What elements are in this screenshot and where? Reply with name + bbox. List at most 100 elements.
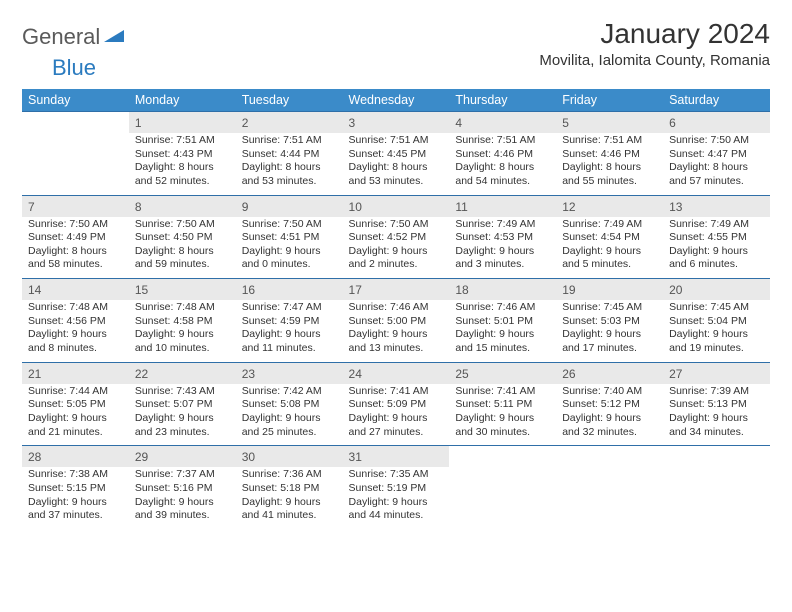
day-detail-cell: Sunrise: 7:46 AMSunset: 5:01 PMDaylight:… — [449, 300, 556, 362]
week-detail-row: Sunrise: 7:48 AMSunset: 4:56 PMDaylight:… — [22, 300, 770, 362]
day-number-cell: 14 — [22, 279, 129, 301]
day-number-cell: 2 — [236, 112, 343, 134]
logo-word1: General — [22, 24, 100, 50]
day-number: 10 — [349, 200, 362, 214]
day-number: 1 — [135, 116, 142, 130]
day-number-cell — [449, 446, 556, 468]
header-monday: Monday — [129, 89, 236, 112]
day-detail-cell: Sunrise: 7:47 AMSunset: 4:59 PMDaylight:… — [236, 300, 343, 362]
day-detail-cell: Sunrise: 7:46 AMSunset: 5:00 PMDaylight:… — [343, 300, 450, 362]
day-detail-cell: Sunrise: 7:48 AMSunset: 4:56 PMDaylight:… — [22, 300, 129, 362]
week-number-row: 28 29 30 31 — [22, 446, 770, 468]
day-number: 2 — [242, 116, 249, 130]
day-detail-cell — [556, 467, 663, 529]
day-number: 12 — [562, 200, 575, 214]
day-number: 3 — [349, 116, 356, 130]
day-detail-cell — [22, 133, 129, 195]
week-number-row: 14 15 16 17 18 19 20 — [22, 279, 770, 301]
logo-triangle-icon — [104, 28, 124, 47]
day-number-cell — [663, 446, 770, 468]
day-number-cell: 21 — [22, 362, 129, 384]
day-detail-cell: Sunrise: 7:41 AMSunset: 5:11 PMDaylight:… — [449, 384, 556, 446]
header-thursday: Thursday — [449, 89, 556, 112]
day-number-cell: 31 — [343, 446, 450, 468]
day-number: 20 — [669, 283, 682, 297]
location-label: Movilita, Ialomita County, Romania — [539, 52, 770, 69]
day-detail-cell: Sunrise: 7:49 AMSunset: 4:54 PMDaylight:… — [556, 217, 663, 279]
week-detail-row: Sunrise: 7:51 AMSunset: 4:43 PMDaylight:… — [22, 133, 770, 195]
day-number: 15 — [135, 283, 148, 297]
calendar-body: 123456Sunrise: 7:51 AMSunset: 4:43 PMDay… — [22, 112, 770, 529]
day-detail-cell: Sunrise: 7:35 AMSunset: 5:19 PMDaylight:… — [343, 467, 450, 529]
calendar-page: General January 2024 Movilita, Ialomita … — [0, 0, 792, 547]
day-detail-cell: Sunrise: 7:49 AMSunset: 4:55 PMDaylight:… — [663, 217, 770, 279]
day-number: 9 — [242, 200, 249, 214]
month-title: January 2024 — [539, 18, 770, 50]
day-detail-cell: Sunrise: 7:44 AMSunset: 5:05 PMDaylight:… — [22, 384, 129, 446]
day-number: 14 — [28, 283, 41, 297]
day-number-cell: 28 — [22, 446, 129, 468]
day-number: 11 — [455, 200, 467, 214]
day-number: 7 — [28, 200, 35, 214]
day-number-cell: 17 — [343, 279, 450, 301]
day-number: 18 — [455, 283, 468, 297]
day-detail-cell — [663, 467, 770, 529]
day-number: 4 — [455, 116, 462, 130]
day-number-cell: 23 — [236, 362, 343, 384]
day-number: 31 — [349, 450, 362, 464]
day-detail-cell: Sunrise: 7:48 AMSunset: 4:58 PMDaylight:… — [129, 300, 236, 362]
day-number-cell: 4 — [449, 112, 556, 134]
day-number-cell: 9 — [236, 195, 343, 217]
week-detail-row: Sunrise: 7:50 AMSunset: 4:49 PMDaylight:… — [22, 217, 770, 279]
day-detail-cell: Sunrise: 7:37 AMSunset: 5:16 PMDaylight:… — [129, 467, 236, 529]
day-detail-cell: Sunrise: 7:51 AMSunset: 4:44 PMDaylight:… — [236, 133, 343, 195]
week-number-row: 7 8 9 10 11 12 13 — [22, 195, 770, 217]
day-number-cell: 27 — [663, 362, 770, 384]
day-detail-cell: Sunrise: 7:41 AMSunset: 5:09 PMDaylight:… — [343, 384, 450, 446]
day-number-cell: 30 — [236, 446, 343, 468]
day-number: 27 — [669, 367, 682, 381]
day-number-cell: 18 — [449, 279, 556, 301]
day-number-cell — [22, 112, 129, 134]
day-number: 8 — [135, 200, 142, 214]
day-detail-cell: Sunrise: 7:43 AMSunset: 5:07 PMDaylight:… — [129, 384, 236, 446]
day-number: 21 — [28, 367, 41, 381]
day-detail-cell: Sunrise: 7:51 AMSunset: 4:43 PMDaylight:… — [129, 133, 236, 195]
day-detail-cell: Sunrise: 7:49 AMSunset: 4:53 PMDaylight:… — [449, 217, 556, 279]
day-detail-cell: Sunrise: 7:50 AMSunset: 4:50 PMDaylight:… — [129, 217, 236, 279]
header-saturday: Saturday — [663, 89, 770, 112]
calendar-table: Sunday Monday Tuesday Wednesday Thursday… — [22, 89, 770, 529]
day-number-cell: 13 — [663, 195, 770, 217]
day-detail-cell: Sunrise: 7:42 AMSunset: 5:08 PMDaylight:… — [236, 384, 343, 446]
day-detail-cell: Sunrise: 7:50 AMSunset: 4:51 PMDaylight:… — [236, 217, 343, 279]
day-number: 17 — [349, 283, 362, 297]
header-wednesday: Wednesday — [343, 89, 450, 112]
day-number: 6 — [669, 116, 676, 130]
day-number-cell: 11 — [449, 195, 556, 217]
day-number-cell: 5 — [556, 112, 663, 134]
day-number: 23 — [242, 367, 255, 381]
day-detail-cell: Sunrise: 7:45 AMSunset: 5:04 PMDaylight:… — [663, 300, 770, 362]
day-detail-cell: Sunrise: 7:40 AMSunset: 5:12 PMDaylight:… — [556, 384, 663, 446]
header-sunday: Sunday — [22, 89, 129, 112]
day-number-cell: 24 — [343, 362, 450, 384]
day-detail-cell: Sunrise: 7:50 AMSunset: 4:52 PMDaylight:… — [343, 217, 450, 279]
week-detail-row: Sunrise: 7:38 AMSunset: 5:15 PMDaylight:… — [22, 467, 770, 529]
day-detail-cell: Sunrise: 7:38 AMSunset: 5:15 PMDaylight:… — [22, 467, 129, 529]
day-number: 30 — [242, 450, 255, 464]
day-number-cell: 7 — [22, 195, 129, 217]
day-number: 26 — [562, 367, 575, 381]
day-number-cell: 16 — [236, 279, 343, 301]
week-number-row: 21222324252627 — [22, 362, 770, 384]
week-detail-row: Sunrise: 7:44 AMSunset: 5:05 PMDaylight:… — [22, 384, 770, 446]
day-number: 22 — [135, 367, 148, 381]
day-number-cell: 8 — [129, 195, 236, 217]
logo-word2: Blue — [52, 55, 96, 80]
day-detail-cell: Sunrise: 7:50 AMSunset: 4:49 PMDaylight:… — [22, 217, 129, 279]
day-number: 24 — [349, 367, 362, 381]
day-detail-cell: Sunrise: 7:45 AMSunset: 5:03 PMDaylight:… — [556, 300, 663, 362]
day-number-cell: 29 — [129, 446, 236, 468]
day-number-cell: 20 — [663, 279, 770, 301]
day-number-cell: 19 — [556, 279, 663, 301]
day-number: 29 — [135, 450, 148, 464]
